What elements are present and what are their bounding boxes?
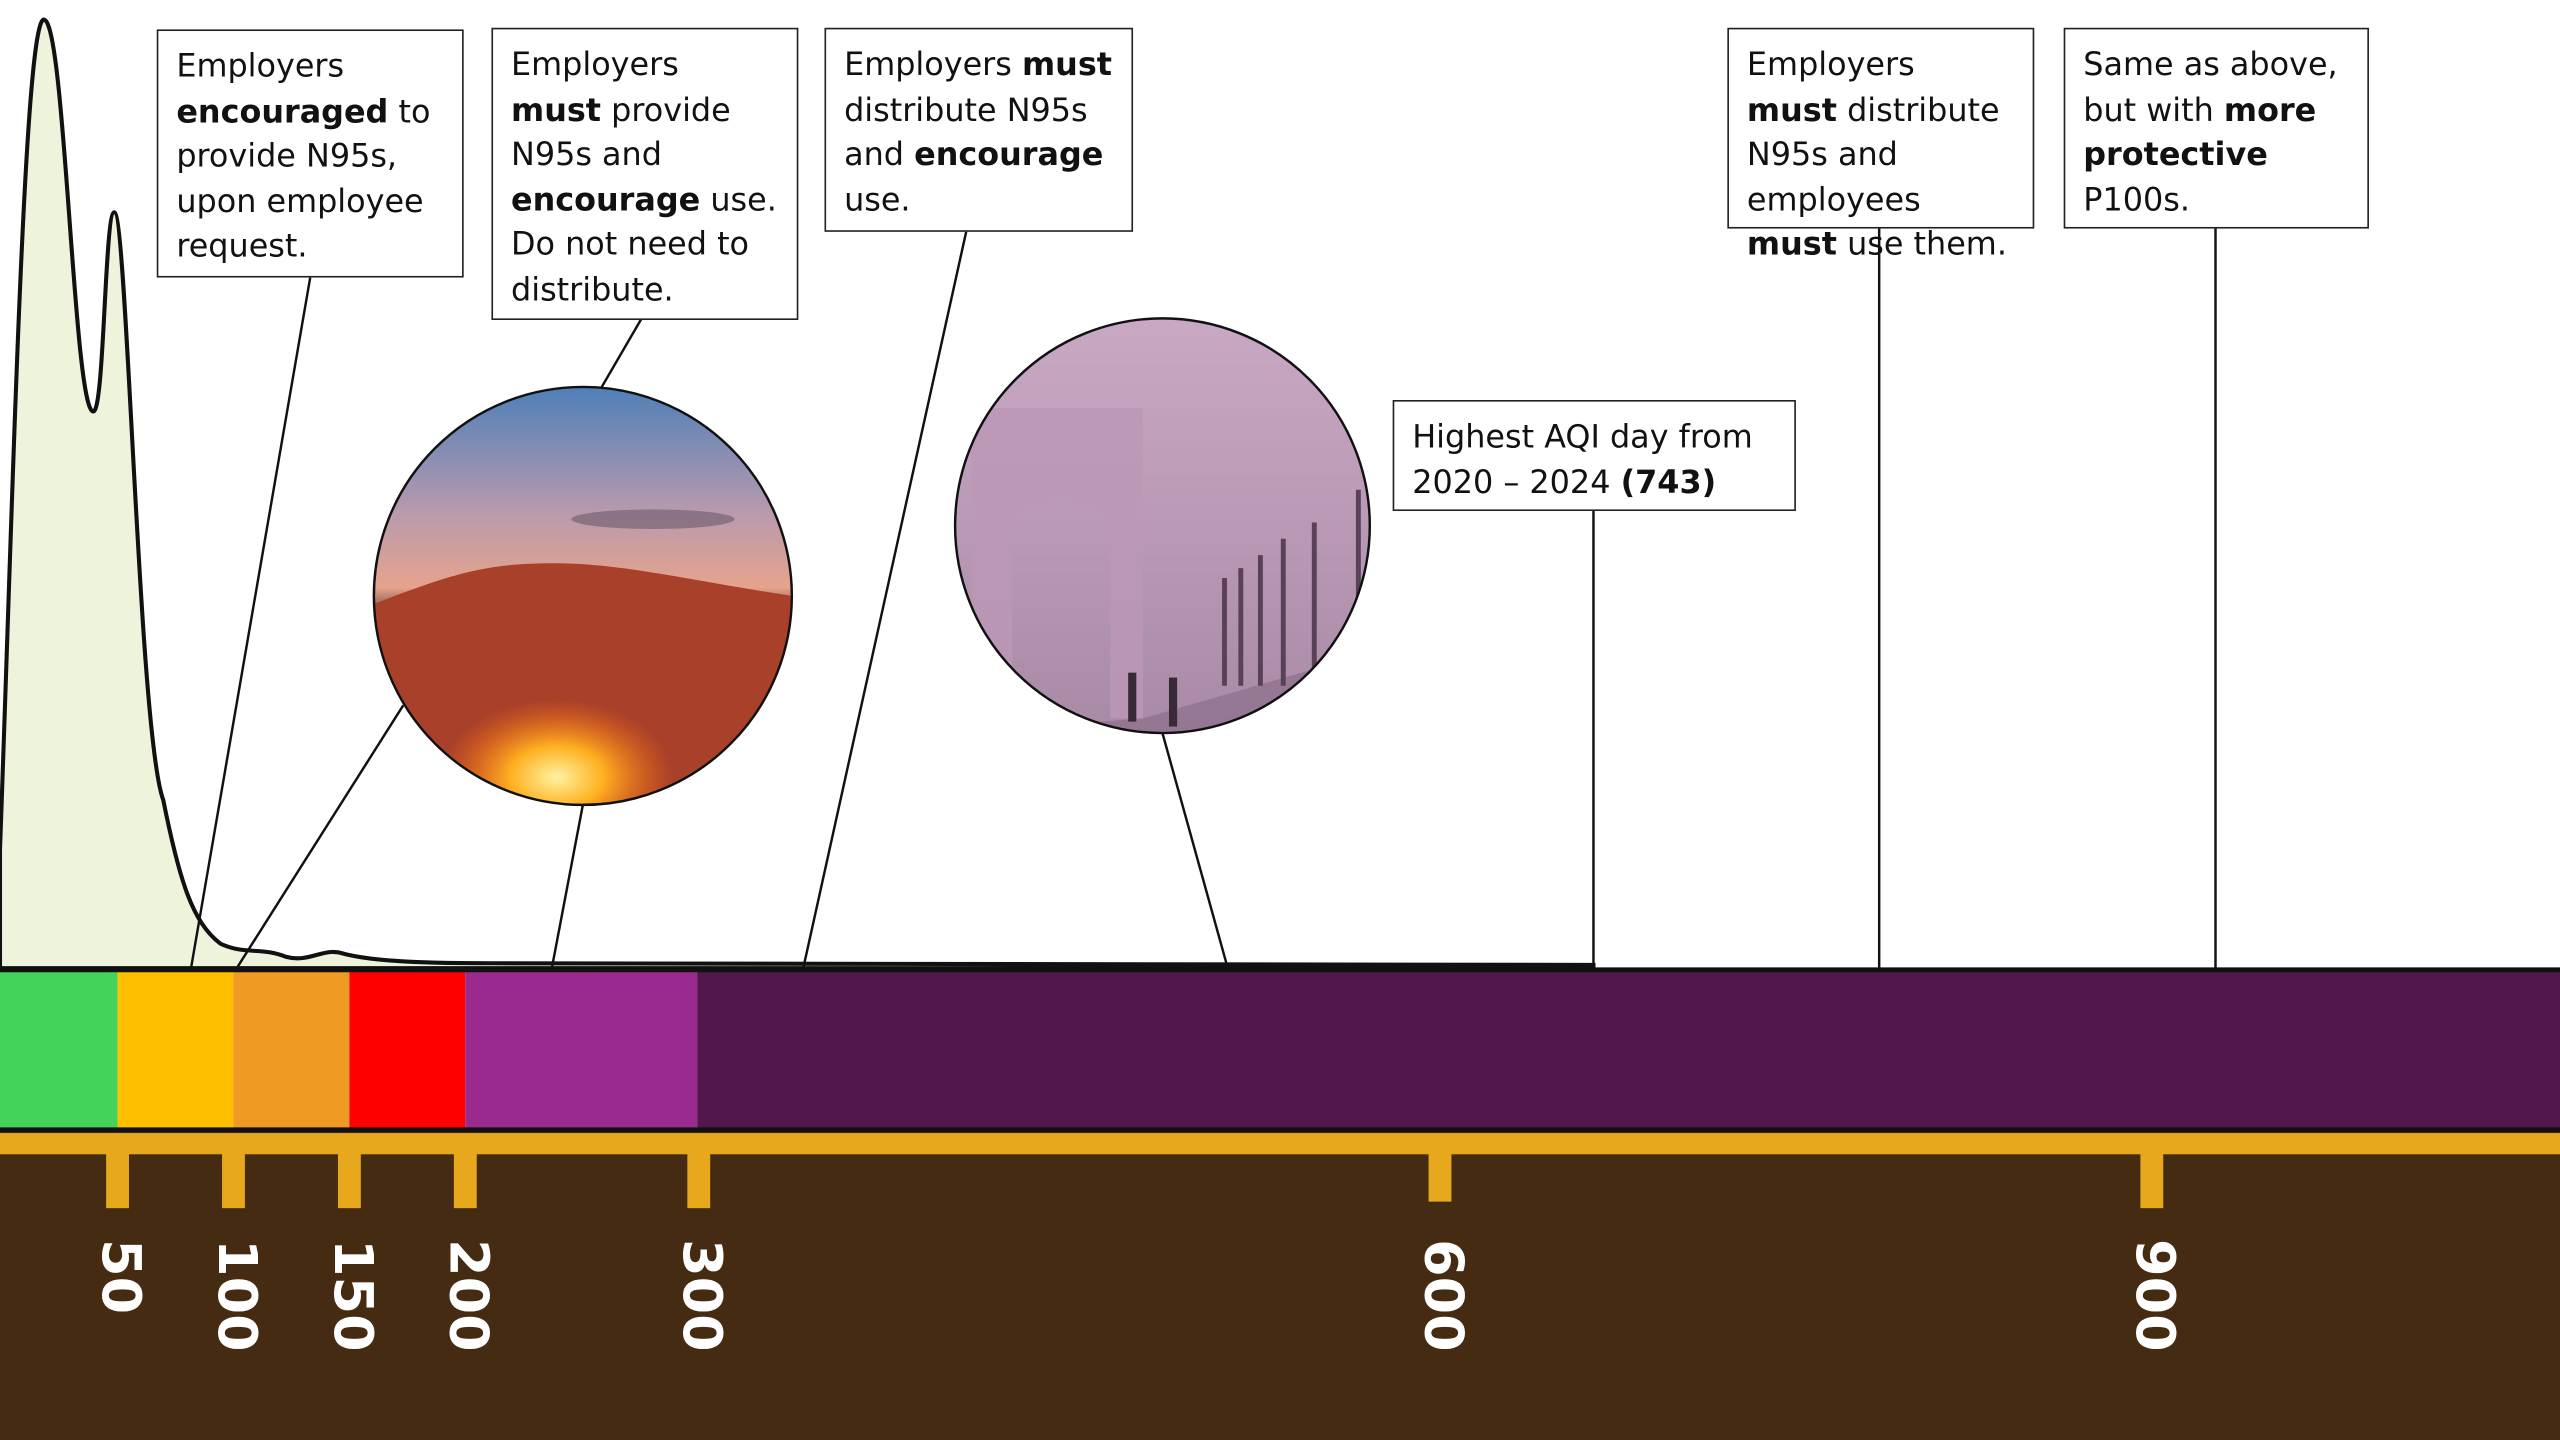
annotation-text: use. (844, 180, 910, 218)
scale-rail (0, 1133, 2560, 1154)
tick-label: 150 (322, 1239, 385, 1351)
annotation: Employers encouraged to provide N95s, up… (157, 29, 464, 277)
tick-label: 600 (1412, 1239, 1475, 1351)
annotation-text: encourage (914, 136, 1103, 174)
tick-label: 900 (2124, 1239, 2187, 1351)
annotation-text: encourage (511, 180, 700, 218)
annotation: Employers must distribute N95s and emplo… (1727, 28, 2034, 229)
annotation-text: (743) (1621, 463, 1717, 501)
tick-mark (222, 1143, 245, 1208)
annotation-text: Employers (511, 46, 679, 84)
annotation-text: must (1747, 91, 1837, 129)
tick-label: 200 (438, 1239, 501, 1351)
annotation-text: must (1747, 225, 1837, 263)
tick-mark (454, 1143, 477, 1208)
volcano-photo (374, 387, 792, 816)
annotation-text: Employers (1747, 46, 1915, 84)
annotation-text: use them. (1837, 225, 2007, 263)
annotation-text: Employers (844, 46, 1022, 84)
aqi-band (0, 971, 118, 1129)
tick-mark (1429, 1143, 1452, 1202)
slide: 50 100 150 200 300 600 900 Employers encourage… (0, 0, 2560, 1440)
aqi-band (118, 971, 234, 1129)
aqi-band (349, 971, 465, 1129)
aqi-band (233, 971, 349, 1129)
tick-mark (106, 1143, 129, 1208)
tick-mark (338, 1143, 361, 1208)
smog-photo (955, 318, 1370, 733)
tick-label: 50 (90, 1239, 153, 1314)
tick-mark (2140, 1143, 2163, 1208)
tick-label: 100 (206, 1239, 269, 1351)
annotation-text: must (1022, 46, 1112, 84)
annotation-text: Employers (176, 47, 344, 85)
annotation: Same as above, but with more protective … (2064, 28, 2369, 229)
tick-mark (687, 1143, 710, 1208)
tick-label: 300 (671, 1239, 734, 1351)
annotation-text: must (511, 91, 601, 129)
aqi-band (465, 971, 697, 1129)
annotation: Employers must distribute N95s and encou… (824, 28, 1133, 232)
annotation-text: encouraged (176, 92, 388, 130)
annotation-text: P100s. (2083, 180, 2190, 218)
annotation: Employers must provide N95s and encourag… (491, 28, 798, 320)
annotation: Highest AQI day from 2020 – 2024 (743) (1393, 400, 1796, 511)
aqi-band (697, 971, 2560, 1129)
